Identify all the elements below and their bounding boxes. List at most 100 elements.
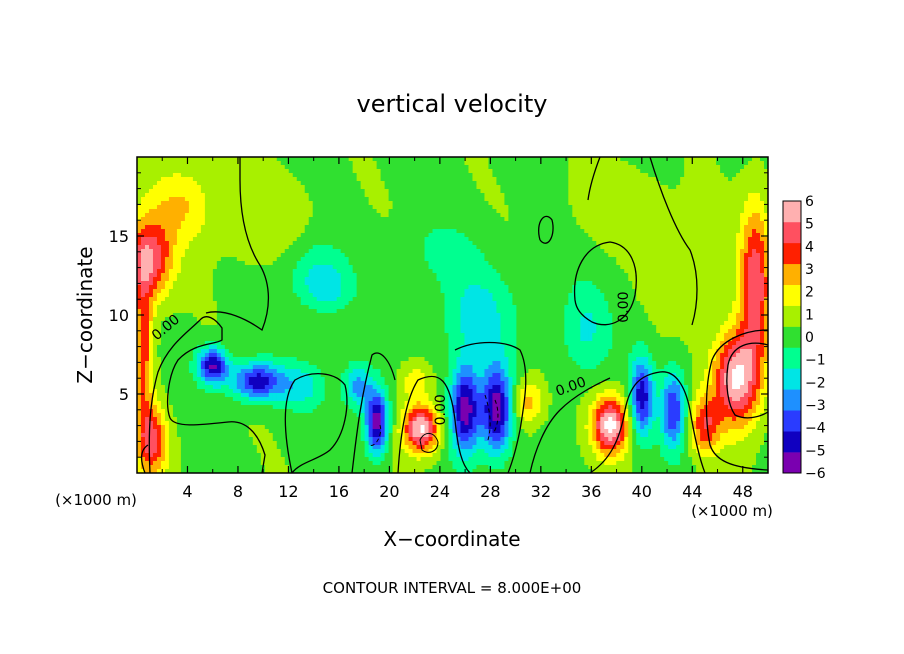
heat-cell <box>308 253 314 258</box>
heat-cell <box>416 185 422 190</box>
heat-cell <box>204 177 210 182</box>
heat-cell <box>388 173 394 178</box>
heat-cell <box>596 217 601 222</box>
heat-cell <box>552 165 557 170</box>
heat-cell <box>252 221 258 226</box>
heat-cell <box>424 241 430 246</box>
heat-cell <box>412 225 418 230</box>
heat-cell <box>392 213 398 218</box>
heat-cell <box>200 165 206 170</box>
heat-cell <box>168 161 174 166</box>
heat-cell <box>260 205 266 210</box>
heat-cell <box>184 209 190 214</box>
heat-cell <box>492 217 498 222</box>
heat-cell <box>520 173 525 178</box>
heat-cell <box>396 265 402 270</box>
heat-cell <box>204 193 210 198</box>
heat-cell <box>196 253 202 258</box>
heat-cell <box>520 213 525 218</box>
heat-cell <box>304 245 310 250</box>
heat-cell <box>444 281 450 286</box>
heat-cell <box>268 221 274 226</box>
heat-cell <box>528 157 533 162</box>
heat-cell <box>368 161 374 166</box>
heat-cell <box>188 229 194 234</box>
heat-cell <box>532 229 537 234</box>
heat-cell <box>492 281 498 286</box>
heat-cell <box>312 217 318 222</box>
heat-cell <box>612 213 617 218</box>
heat-cell <box>752 257 757 262</box>
heat-cell <box>760 221 765 226</box>
heat-cell <box>436 181 442 186</box>
heat-cell <box>428 225 434 230</box>
heat-cell <box>256 165 262 170</box>
heat-cell <box>660 173 665 178</box>
heat-cell <box>420 253 426 258</box>
heat-cell <box>216 229 222 234</box>
heat-cell <box>560 161 565 166</box>
heat-cell <box>656 253 661 258</box>
heat-cell <box>560 225 565 230</box>
heat-cell <box>492 213 498 218</box>
heat-cell <box>360 213 366 218</box>
heat-cell <box>160 253 166 258</box>
heat-cell <box>164 277 170 282</box>
heat-cell <box>196 213 202 218</box>
heat-cell <box>208 281 214 286</box>
heat-cell <box>172 177 178 182</box>
heat-cell <box>740 169 745 174</box>
heat-cell <box>336 269 342 274</box>
heat-cell <box>632 277 637 282</box>
heat-cell <box>644 213 649 218</box>
heat-cell <box>712 277 717 282</box>
heat-cell <box>712 269 717 274</box>
heat-cell <box>524 265 529 270</box>
heat-cell <box>428 233 434 238</box>
heat-cell <box>356 197 362 202</box>
heat-cell <box>604 205 609 210</box>
heat-cell <box>492 189 498 194</box>
heat-cell <box>740 225 745 230</box>
heat-cell <box>536 273 541 278</box>
heat-cell <box>568 181 573 186</box>
heat-cell <box>664 205 669 210</box>
heat-cell <box>476 161 482 166</box>
heat-cell <box>204 205 210 210</box>
heat-cell <box>288 157 294 162</box>
heat-cell <box>600 257 605 262</box>
heat-cell <box>580 261 585 266</box>
heat-cell <box>336 213 342 218</box>
heat-cell <box>592 205 597 210</box>
heat-cell <box>456 249 462 254</box>
heat-cell <box>352 193 358 198</box>
heat-cell <box>300 173 306 178</box>
heat-cell <box>604 201 609 206</box>
heat-cell <box>396 173 402 178</box>
heat-cell <box>756 189 761 194</box>
heat-cell <box>480 217 486 222</box>
heat-cell <box>376 157 382 162</box>
heat-cell <box>600 197 605 202</box>
heat-cell <box>580 157 585 162</box>
heat-cell <box>556 269 561 274</box>
heat-cell <box>304 257 310 262</box>
heat-cell <box>716 257 721 262</box>
heat-cell <box>668 233 673 238</box>
heat-cell <box>164 205 170 210</box>
heat-cell <box>580 189 585 194</box>
heat-cell <box>172 165 178 170</box>
heat-cell <box>376 205 382 210</box>
heat-cell <box>596 241 601 246</box>
heat-cell <box>372 229 378 234</box>
heat-cell <box>716 185 721 190</box>
heat-cell <box>476 205 482 210</box>
heat-cell <box>388 265 394 270</box>
heat-cell <box>504 157 510 162</box>
heat-cell <box>308 217 314 222</box>
heat-cell <box>568 197 573 202</box>
heat-cell <box>728 257 733 262</box>
heat-cell <box>172 253 178 258</box>
heat-cell <box>516 249 521 254</box>
heat-cell <box>508 269 513 274</box>
